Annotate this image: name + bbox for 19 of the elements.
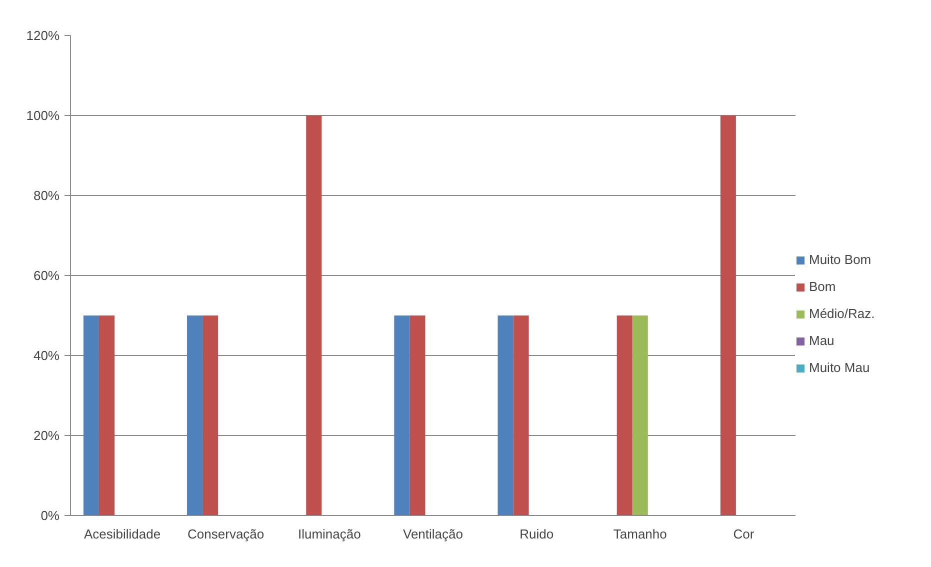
x-tick-label: Tamanho [613,526,667,542]
x-tick-label: Ventilação [403,526,464,542]
legend-label: Muito Mau [809,360,870,375]
y-tick-label: 100% [26,108,60,123]
x-tick-label: Iluminação [298,526,361,542]
x-tick-label: Cor [733,526,755,542]
legend-label: Mau [809,333,834,348]
y-tick-label: 20% [33,428,60,443]
x-tick-label: Acesibilidade [84,526,161,542]
legend-label: Bom [809,279,836,294]
y-tick-label: 80% [33,188,60,203]
legend-label: Muito Bom [809,252,872,267]
legend-label: Médio/Raz. [809,306,875,321]
x-tick-label: Conservação [188,526,264,542]
y-tick-label: 60% [33,268,60,283]
x-tick-label: Ruido [520,526,554,542]
y-tick-label: 40% [33,348,60,363]
y-tick-label: 120% [26,28,60,43]
y-tick-label: 0% [40,508,60,523]
